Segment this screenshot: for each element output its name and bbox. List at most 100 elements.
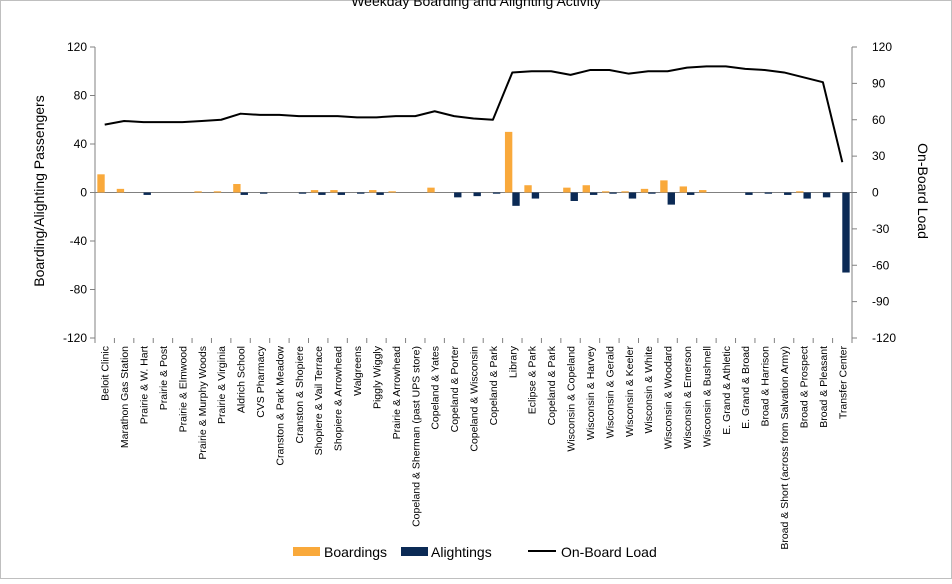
x-category-label: Beloit Clinic [100,346,112,401]
alightings-bar [259,192,268,194]
y-tick-label: -40 [70,234,88,248]
legend: Boardings Alightings On-Board Load [293,544,657,560]
boardings-bar [621,191,629,193]
x-category-label: Copeland & Sherman (past UPS store) [410,346,422,527]
x-category-label: Piggly Wiggly [371,345,383,409]
plot-area: 120 80 40 0 -40 -80 -120 120 90 60 30 0 -30 -60 -90 -12… [63,40,896,550]
x-category-label: Copeland & Yates [430,346,442,430]
x-category-label: Copeland & Park [546,345,558,425]
y2-tick-label: 0 [872,186,879,200]
y2-tick-label: -30 [872,222,890,236]
y-axis-title: Boarding/Alighting Passengers [31,95,47,286]
alightings-bar [318,192,326,195]
legend-label-alightings: Alightings [431,544,492,560]
alightings-bar [454,192,462,198]
alightings-bar [745,192,753,195]
x-category-label: E. Grand & Athletic [721,346,733,435]
x-category-label: Broad & Harrison [760,346,772,427]
alightings-bar [628,192,637,199]
boardings-bar [563,187,571,193]
x-category-label: CVS Pharmacy [255,345,267,418]
x-category-label: Wisconsin & Gerald [604,346,616,438]
x-category-label: Aldrich School [236,346,248,413]
chart-title: Weekday Boarding and Alighting Activity [351,0,601,9]
boardings-bar [679,186,688,193]
y2-tick-label: -120 [872,331,896,345]
alightings-bar [531,192,540,199]
x-category-label: Wisconsin & Harvey [585,345,597,440]
x-category-label: Wisconsin & Keeler [624,346,636,438]
boardings-bar [796,191,804,193]
alightings-bar [764,192,773,194]
y-tick-label: 40 [74,137,88,151]
alightings-bar [512,192,520,206]
boardings-bar [116,188,125,193]
x-category-label: Prairie & Post [158,346,170,410]
legend-label-boardings: Boardings [324,544,387,560]
alightings-bar [570,192,578,201]
legend-label-onboard-load: On-Board Load [561,544,657,560]
alightings-bar [648,192,656,194]
x-category-label: Eclipse & Park [527,345,539,414]
alightings-bar [803,192,811,199]
alightings-bar [842,192,850,273]
x-category-label: Broad & Pleasant [818,346,830,428]
y2-tick-label: 30 [872,149,886,163]
legend-swatch-boardings [293,547,320,556]
boardings-bar [524,185,532,193]
boardings-bar [388,191,396,193]
x-category-label: Wisconsin & Woodard [663,346,675,449]
x-category-label: Prairie & Virginia [216,346,228,424]
x-category-label: Prairie & Elmwood [177,346,189,433]
boardings-bar [330,190,338,193]
boardings-bar [582,185,590,193]
legend-swatch-alightings [401,547,428,556]
alightings-bar [473,192,481,197]
boardings-bar [640,188,649,193]
y-tick-label: 80 [74,89,88,103]
alightings-bar [784,192,792,195]
boardings-bar [194,191,202,193]
y2-axis-title: On-Board Load [915,143,931,239]
x-category-label: Cranston & Park Meadow [274,346,286,466]
boardings-bar [310,190,319,193]
alightings-bar [667,192,675,205]
y2-tick-label: 90 [872,76,886,90]
boardings-bar [504,131,513,193]
y2-tick-label: 60 [872,113,886,127]
boardings-bar [427,187,435,193]
x-category-label: Wisconsin & Bushnell [701,346,713,447]
x-category-label: Wisconsin & Copeland [566,346,578,452]
alightings-bar [609,192,617,194]
boardings-bar [369,190,377,193]
onboard-load-line [104,65,844,163]
x-category-label: Prairie & Murphy Woods [197,346,209,460]
x-category-label: Copeland & Porter [449,346,461,433]
alightings-bar [376,192,384,195]
alightings-bar [240,192,248,195]
alightings-bar [687,192,695,195]
x-category-label: Wisconsin & Emerson [682,346,694,449]
x-category-label: Marathon Gas Station [119,346,131,448]
boardings-bar [660,180,668,193]
x-category-label: Cranston & Shopiere [294,346,306,444]
x-category-label: Transfer Center [837,346,849,420]
y-tick-label: 0 [80,186,87,200]
x-category-label: Walgreens [352,346,364,396]
alightings-bar [337,192,346,195]
y-tick-label: -80 [70,283,88,297]
alightings-bar [298,192,307,194]
boardings-bar [213,191,222,193]
x-category-label: Shopiere & Vail Terrace [313,346,325,455]
x-category-label: Wisconsin & White [643,346,655,434]
alightings-bar [492,192,501,194]
x-category-label: Broad & Short (across from Salvation Arm… [779,346,791,550]
y-tick-label: -120 [63,331,87,345]
x-category-label: Shopiere & Arrowhead [333,346,345,451]
y-tick-label: 120 [67,40,87,54]
boardings-bar [699,190,707,193]
y2-tick-label: 120 [872,40,892,54]
x-category-label: Prairie & W. Hart [139,346,151,424]
